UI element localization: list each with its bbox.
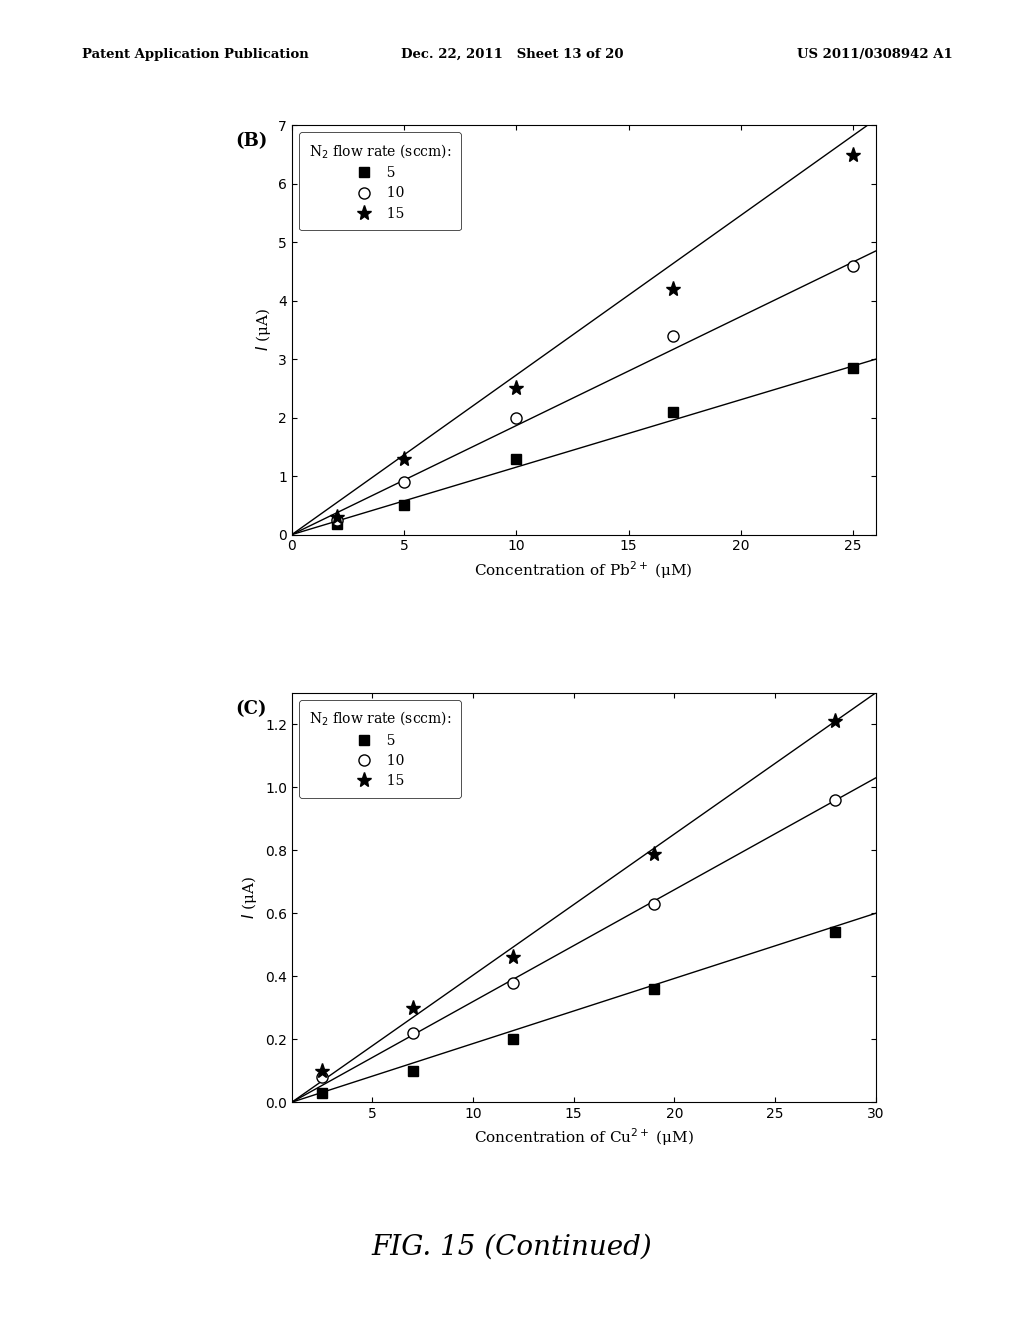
Text: Patent Application Publication: Patent Application Publication xyxy=(82,48,308,61)
X-axis label: Concentration of Cu$^{2+}$ (μM): Concentration of Cu$^{2+}$ (μM) xyxy=(473,1126,694,1148)
Y-axis label: $I$ (μA): $I$ (μA) xyxy=(254,309,272,351)
Y-axis label: $I$ (μA): $I$ (μA) xyxy=(241,876,259,919)
Legend:   5,   10,   15: 5, 10, 15 xyxy=(299,132,461,230)
Text: US 2011/0308942 A1: US 2011/0308942 A1 xyxy=(797,48,952,61)
Text: (B): (B) xyxy=(236,132,268,150)
Text: (C): (C) xyxy=(236,700,267,718)
Legend:   5,   10,   15: 5, 10, 15 xyxy=(299,700,461,797)
X-axis label: Concentration of Pb$^{2+}$ (μM): Concentration of Pb$^{2+}$ (μM) xyxy=(474,558,693,581)
Text: FIG. 15 (Continued): FIG. 15 (Continued) xyxy=(372,1234,652,1261)
Text: Dec. 22, 2011   Sheet 13 of 20: Dec. 22, 2011 Sheet 13 of 20 xyxy=(400,48,624,61)
